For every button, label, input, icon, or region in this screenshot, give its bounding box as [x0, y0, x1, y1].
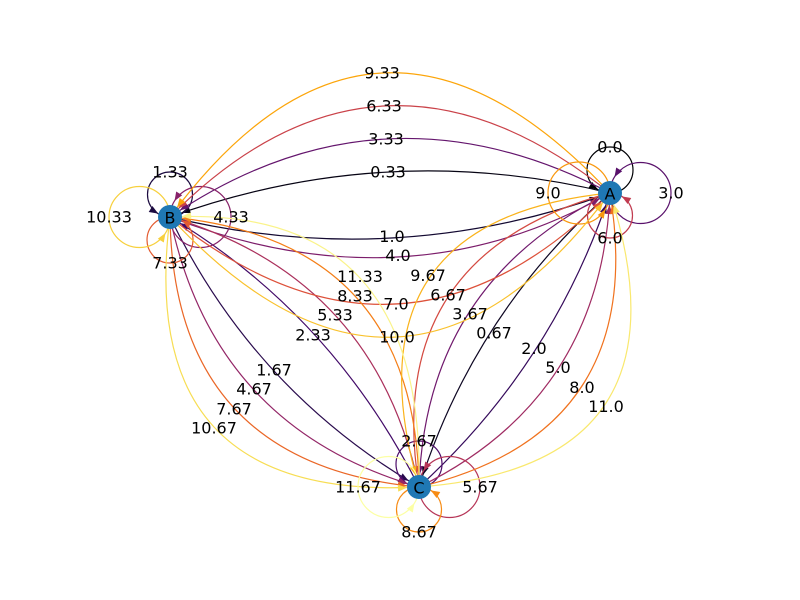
edge-A-B-0_33 — [169, 170, 611, 218]
edge-label: 0.0 — [597, 138, 622, 157]
edge-label: 0.67 — [476, 324, 512, 343]
edge-C-C-11_67-arrowhead — [406, 502, 415, 513]
nodes-layer: A B C — [158, 181, 622, 499]
edge-label: 5.33 — [317, 305, 353, 324]
edge-C-A-11_0 — [418, 192, 632, 488]
edge-A-B-9_33-arrowhead — [177, 198, 186, 208]
edge-A-B-6_33-arrowhead — [178, 199, 188, 209]
edge-A-A-0_0-arrowhead — [588, 181, 598, 190]
edge-B-B-1_33-arrowhead — [148, 205, 159, 214]
edge-label: 11.0 — [588, 397, 624, 416]
edge-C-A-2_0-arrowhead — [600, 204, 607, 215]
edge-A-C-9_67-arrowhead — [409, 465, 417, 476]
edge-label: 9.33 — [364, 64, 400, 83]
node-B — [158, 205, 182, 229]
edge-C-B-2_33 — [169, 216, 420, 488]
edge-label: 7.0 — [383, 295, 408, 314]
node-A — [598, 181, 622, 205]
node-label: A — [605, 185, 616, 204]
edge-label: 4.33 — [213, 208, 249, 227]
edge-label: 1.0 — [379, 227, 404, 246]
edge-A-C-0_67 — [418, 192, 611, 488]
edge-label: 3.0 — [658, 184, 683, 203]
edge-label: 8.0 — [569, 378, 594, 397]
edges-layer — [108, 72, 672, 533]
edge-label: 11.33 — [337, 267, 383, 286]
edge-A-B-6_33 — [169, 105, 611, 218]
edge-label: 2.33 — [295, 325, 331, 344]
edge-A-C-3_67 — [418, 192, 611, 488]
edge-label: 1.67 — [256, 361, 292, 380]
edge-label: 10.33 — [86, 208, 132, 227]
edge-A-A-9_0-arrowhead — [597, 209, 606, 219]
edge-C-B-5_33 — [169, 216, 420, 488]
edge-B-C-1_67 — [169, 216, 420, 488]
edge-label: 1.33 — [152, 163, 188, 182]
edge-A-B-3_33-arrowhead — [179, 202, 190, 211]
edge-label: 7.33 — [152, 254, 188, 273]
edge-label: 9.0 — [535, 184, 560, 203]
edge-label: 3.67 — [452, 305, 488, 324]
edge-A-A-6_0-arrowhead — [621, 196, 632, 205]
edge-A-C-9_67 — [401, 192, 611, 488]
edge-B-B-4_33-arrowhead — [174, 191, 183, 202]
edge-label: 8.67 — [401, 523, 437, 542]
edge-label: 10.0 — [379, 328, 415, 347]
edge-label: 6.33 — [366, 97, 402, 116]
edge-B-B-10_33-arrowhead — [157, 232, 166, 243]
edge-B-A-4_0 — [169, 192, 611, 259]
edge-C-A-2_0 — [418, 192, 611, 488]
edge-label: 11.67 — [335, 478, 381, 497]
edge-label: 6.67 — [430, 286, 466, 305]
edge-C-A-8_0 — [418, 192, 617, 488]
edge-label: 2.67 — [401, 432, 437, 451]
edge-C-B-11_33-arrowhead — [181, 212, 192, 220]
edge-B-C-7_67 — [169, 216, 420, 488]
edge-C-A-11_0-arrowhead — [613, 204, 620, 215]
edge-label: 8.33 — [337, 286, 373, 305]
edge-label: 7.67 — [216, 400, 252, 419]
edge-label: 5.0 — [545, 358, 570, 377]
edge-label: 4.67 — [236, 380, 272, 399]
edge-B-B-7_33-arrowhead — [182, 220, 192, 229]
edge-label: 4.0 — [385, 246, 410, 265]
edge-A-C-6_67 — [413, 192, 611, 488]
edge-C-B-8_33 — [169, 216, 420, 488]
edge-C-C-8_67-arrowhead — [430, 490, 441, 499]
edge-labels-layer: 0.0 0.33 0.67 1.0 1.33 1.67 2.0 2.33 2.67 3.0 3.33… — [86, 64, 684, 542]
node-label: C — [413, 479, 424, 498]
edge-B-A-7_0-arrowhead — [592, 201, 602, 211]
edge-A-B-3_33 — [169, 137, 611, 218]
edge-C-A-5_0 — [418, 192, 611, 488]
edge-A-B-9_33 — [169, 72, 611, 218]
edge-B-A-7_0 — [169, 192, 611, 305]
edge-B-C-10_67-arrowhead — [397, 484, 408, 492]
edge-B-A-10_0-arrowhead — [594, 202, 603, 212]
node-C — [407, 475, 431, 499]
edge-C-C-5_67-arrowhead — [423, 461, 432, 472]
edge-C-B-11_33 — [169, 215, 420, 488]
edge-label: 5.67 — [462, 478, 498, 497]
edge-B-C-10_67 — [165, 216, 420, 489]
edge-label: 0.33 — [370, 163, 406, 182]
edge-label: 2.0 — [521, 339, 546, 358]
node-label: B — [165, 209, 176, 228]
edge-A-A-3_0-arrowhead — [614, 167, 623, 178]
edge-label: 9.67 — [410, 266, 446, 285]
edge-label: 10.67 — [191, 419, 237, 438]
edge-label: 3.33 — [368, 130, 404, 149]
edge-B-C-4_67 — [169, 216, 420, 488]
edge-label: 6.0 — [597, 229, 622, 248]
edge-B-A-1_0 — [169, 192, 611, 240]
